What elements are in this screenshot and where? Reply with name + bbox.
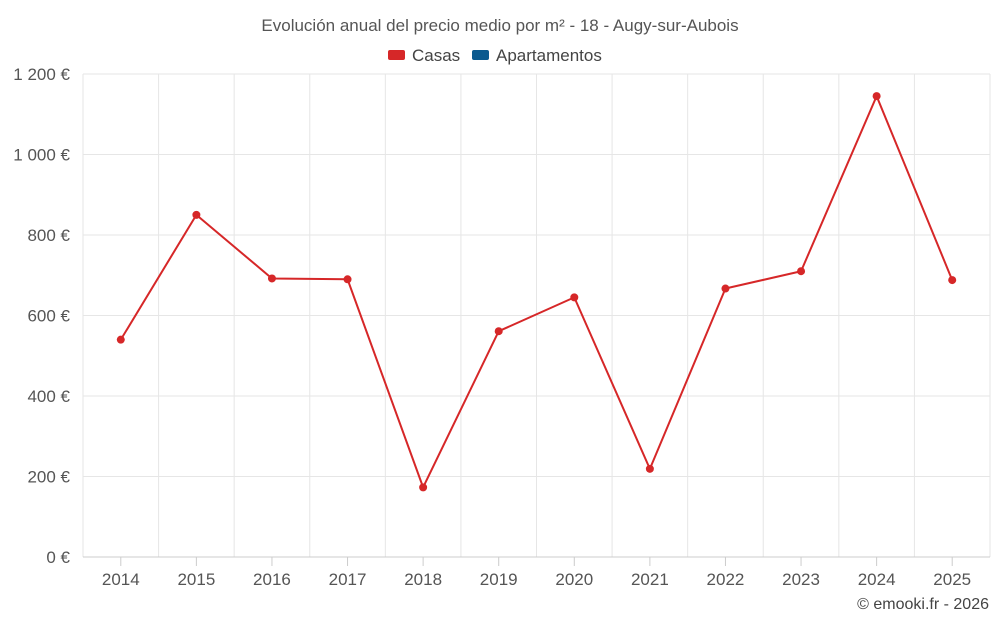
x-tick-label: 2021 bbox=[631, 570, 669, 589]
legend-item-casas[interactable]: Casas bbox=[388, 46, 460, 65]
legend-swatch-apartamentos bbox=[472, 50, 489, 60]
y-tick-label: 200 € bbox=[27, 468, 70, 487]
credit-text: © emooki.fr - 2026 bbox=[857, 596, 989, 613]
x-tick-label: 2022 bbox=[707, 570, 745, 589]
data-point-casas-2017[interactable] bbox=[343, 275, 352, 284]
x-tick-label: 2016 bbox=[253, 570, 291, 589]
series-line-casas bbox=[119, 95, 954, 489]
x-tick-label: 2023 bbox=[782, 570, 820, 589]
legend-label-casas: Casas bbox=[412, 46, 460, 65]
grid-layer bbox=[82, 73, 991, 557]
data-point-casas-2015[interactable] bbox=[192, 210, 201, 219]
x-tick-label: 2018 bbox=[404, 570, 442, 589]
x-tick-label: 2014 bbox=[102, 570, 140, 589]
y-tick-label: 1 200 € bbox=[13, 65, 70, 84]
data-point-casas-2021[interactable] bbox=[645, 464, 654, 473]
y-tick-label: 400 € bbox=[27, 387, 70, 406]
y-tick-label: 600 € bbox=[27, 307, 70, 326]
chart-title: Evolución anual del precio medio por m² … bbox=[261, 16, 738, 35]
axis-layer: 0 € 200 € 400 € 600 € 800 € 1 000 € 1 200 € 201… bbox=[13, 65, 990, 589]
x-tick-label: 2024 bbox=[858, 570, 896, 589]
x-tick-label: 2025 bbox=[933, 570, 971, 589]
data-point-casas-2019[interactable] bbox=[494, 327, 503, 336]
data-point-casas-2016[interactable] bbox=[267, 274, 276, 283]
data-point-casas-2025[interactable] bbox=[948, 276, 957, 285]
data-point-casas-2020[interactable] bbox=[570, 293, 579, 302]
x-tick-label: 2017 bbox=[329, 570, 367, 589]
y-tick-label: 800 € bbox=[27, 226, 70, 245]
legend-label-apartamentos: Apartamentos bbox=[496, 46, 602, 65]
data-point-casas-2022[interactable] bbox=[721, 284, 730, 293]
legend-item-apartamentos[interactable]: Apartamentos bbox=[472, 46, 602, 65]
chart-legend: Casas Apartamentos bbox=[388, 46, 602, 65]
series-layer bbox=[116, 92, 957, 492]
legend-swatch-casas bbox=[388, 50, 405, 60]
x-tick-label: 2020 bbox=[555, 570, 593, 589]
y-tick-label: 1 000 € bbox=[13, 146, 70, 165]
x-tick-label: 2015 bbox=[177, 570, 215, 589]
y-tick-label: 0 € bbox=[46, 548, 70, 567]
data-point-casas-2018[interactable] bbox=[419, 483, 428, 492]
data-point-casas-2024[interactable] bbox=[872, 92, 881, 101]
data-point-casas-2023[interactable] bbox=[797, 267, 806, 276]
x-tick-label: 2019 bbox=[480, 570, 518, 589]
data-point-casas-2014[interactable] bbox=[116, 335, 125, 344]
